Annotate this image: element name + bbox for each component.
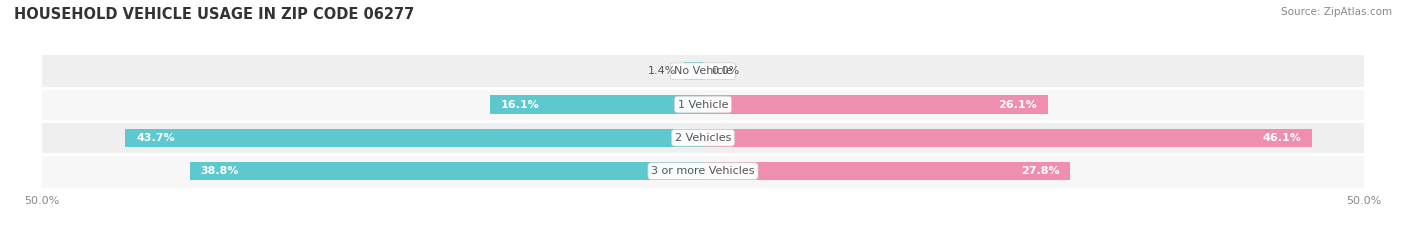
Bar [703, 162, 1070, 180]
Bar [703, 95, 1047, 114]
Bar [190, 162, 703, 180]
Text: Source: ZipAtlas.com: Source: ZipAtlas.com [1281, 7, 1392, 17]
Bar [42, 88, 1364, 121]
Bar [685, 62, 703, 80]
Bar [491, 95, 703, 114]
Text: 0.0%: 0.0% [711, 66, 740, 76]
Text: 38.8%: 38.8% [201, 166, 239, 176]
Text: 27.8%: 27.8% [1021, 166, 1060, 176]
Text: 1.4%: 1.4% [648, 66, 676, 76]
Bar [42, 121, 1364, 154]
Text: 46.1%: 46.1% [1263, 133, 1302, 143]
Text: 1 Vehicle: 1 Vehicle [678, 99, 728, 110]
Text: 16.1%: 16.1% [501, 99, 540, 110]
Bar [42, 55, 1364, 88]
Text: 3 or more Vehicles: 3 or more Vehicles [651, 166, 755, 176]
Text: 2 Vehicles: 2 Vehicles [675, 133, 731, 143]
Text: HOUSEHOLD VEHICLE USAGE IN ZIP CODE 06277: HOUSEHOLD VEHICLE USAGE IN ZIP CODE 0627… [14, 7, 415, 22]
Text: 26.1%: 26.1% [998, 99, 1038, 110]
Bar [125, 129, 703, 147]
Text: No Vehicle: No Vehicle [673, 66, 733, 76]
Bar [42, 154, 1364, 188]
Text: 43.7%: 43.7% [136, 133, 174, 143]
Bar [703, 129, 1312, 147]
